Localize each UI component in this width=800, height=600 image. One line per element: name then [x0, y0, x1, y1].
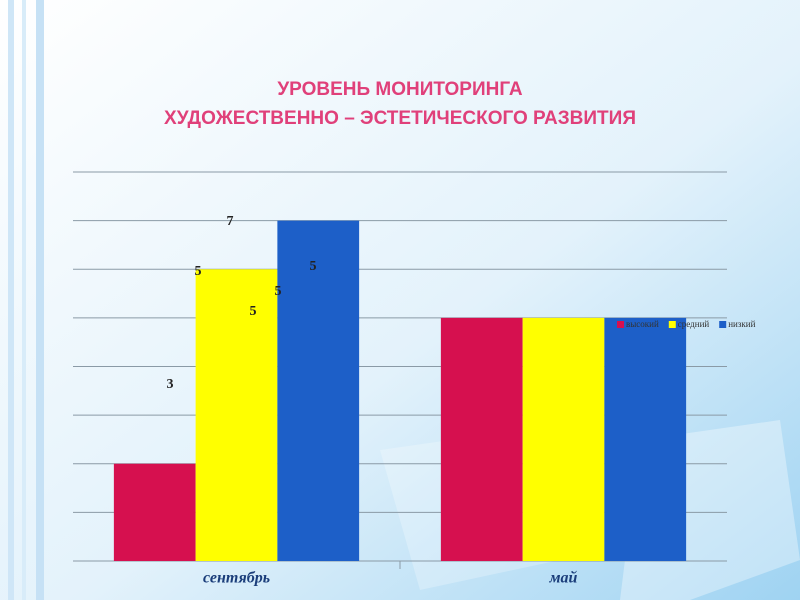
legend-swatch	[668, 321, 676, 328]
stripe	[8, 0, 14, 600]
annotation: 5	[310, 259, 317, 274]
legend-swatch	[719, 321, 727, 328]
annotation: 5	[250, 304, 257, 319]
chart-title: УРОВЕНЬ МОНИТОРИНГА	[277, 79, 523, 100]
legend-swatch	[617, 321, 624, 328]
legend-label: средний	[678, 319, 710, 329]
legend-label: высокий	[626, 319, 659, 329]
bar	[277, 220, 360, 561]
bar	[113, 463, 196, 561]
bar	[440, 317, 523, 561]
annotation: 7	[227, 214, 234, 229]
annotation: 3	[167, 377, 174, 392]
annotation: 5	[195, 264, 202, 279]
bar	[195, 269, 278, 561]
chart-title: ХУДОЖЕСТВЕННО – ЭСТЕТИЧЕСКОГО РАЗВИТИЯ	[164, 108, 636, 129]
x-tick-label: сентябрь	[203, 570, 270, 587]
stripe	[36, 0, 44, 600]
stripe	[22, 0, 26, 600]
bar	[522, 317, 605, 561]
x-tick-label: май	[549, 570, 578, 587]
annotation: 5	[275, 284, 282, 299]
legend-label: низкий	[728, 319, 755, 329]
bar	[604, 317, 687, 561]
